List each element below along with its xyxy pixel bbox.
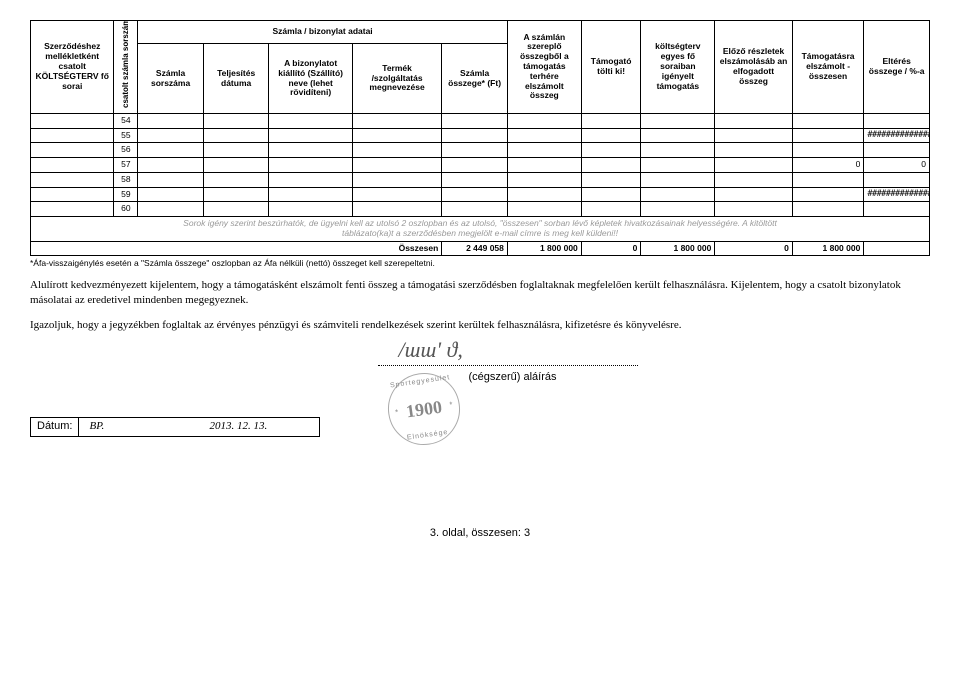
table-row: 5700 (31, 158, 930, 173)
table-row: 59################ (31, 187, 930, 202)
col-h12: Támogatásra elszámolt - összesen (792, 21, 864, 114)
signature-area: /ɯɯ' ϑ, (cégszerű) aláírás Sportegyesüle… (348, 347, 930, 437)
row-number: 57 (114, 158, 138, 173)
date-label: Dátum: (31, 418, 79, 436)
col-h9: Támogató tölti ki! (581, 21, 641, 114)
row-number: 54 (114, 113, 138, 128)
star-icon: * (449, 400, 453, 409)
footnote: *Áfa-visszaigénylés esetén a "Számla öss… (30, 258, 930, 268)
table-row: 56 (31, 143, 930, 158)
grey-note-row: Sorok igény szerint beszúrhatók, de ügye… (31, 217, 930, 242)
stamp-icon: Sportegyesület 1900 Elnöksége * * (384, 368, 465, 449)
col-h3: Számla sorszáma (138, 44, 204, 113)
declaration-2: Igazoljuk, hogy a jegyzékben foglaltak a… (30, 318, 930, 333)
col-h8: A számlán szereplő összegből a támogatás… (507, 21, 581, 114)
col-h7: Számla összege* (Ft) (442, 44, 508, 113)
declaration-1: Alulírott kedvezményezett kijelentem, ho… (30, 278, 930, 308)
signature-line (378, 365, 638, 366)
signature-label: (cégszerű) aláírás (468, 371, 556, 383)
date-city: BP. (79, 418, 199, 436)
row-number: 60 (114, 202, 138, 217)
stamp-top-text: Sportegyesület (390, 374, 451, 389)
cost-table: Szerződéshez mellékletként csatolt KÖLTS… (30, 20, 930, 256)
table-row: 55################ (31, 128, 930, 143)
table-row: 58 (31, 172, 930, 187)
row-number: 56 (114, 143, 138, 158)
col-h5: A bizonylatot kiállító (Szállító) neve (… (269, 44, 352, 113)
row-number: 59 (114, 187, 138, 202)
col-h13: Eltérés összege / %-a (864, 21, 930, 114)
date-value: 2013. 12. 13. (199, 418, 319, 436)
col-h1: Szerződéshez mellékletként csatolt KÖLTS… (31, 21, 114, 114)
page-footer: 3. oldal, összesen: 3 (30, 527, 930, 539)
row-number: 55 (114, 128, 138, 143)
col-h10: költségterv egyes fő soraiban igényelt t… (641, 21, 715, 114)
col-h6: Termék /szolgáltatás megnevezése (352, 44, 441, 113)
date-signature-row: Dátum: BP. 2013. 12. 13. /ɯɯ' ϑ, (cégsze… (30, 347, 930, 437)
col-h2: csatolt számla sorszáma (114, 21, 138, 114)
stamp-bottom-text: Elnöksége (407, 429, 449, 442)
table-row: 60 (31, 202, 930, 217)
col-h4: Teljesítés dátuma (203, 44, 269, 113)
total-row: Összesen2 449 0581 800 00001 800 00001 8… (31, 241, 930, 256)
star-icon: * (395, 408, 399, 417)
date-box: Dátum: BP. 2013. 12. 13. (30, 417, 320, 437)
row-number: 58 (114, 172, 138, 187)
stamp-year: 1900 (405, 396, 444, 422)
table-row: 54 (31, 113, 930, 128)
col-h11: Előző részletek elszámolásáb an elfogado… (715, 21, 792, 114)
signature-scribble: /ɯɯ' ϑ, (398, 337, 462, 363)
group-header: Számla / bizonylat adatai (138, 21, 508, 44)
total-label: Összesen (31, 241, 442, 256)
